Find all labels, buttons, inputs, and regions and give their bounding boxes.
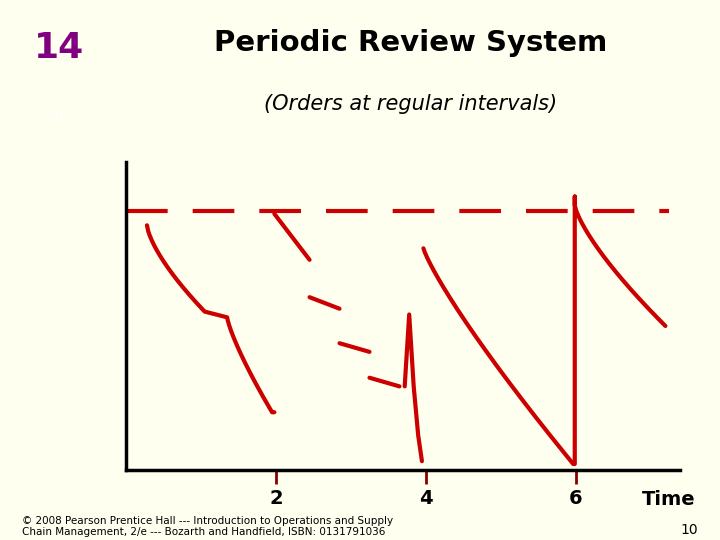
Text: 🦤🦤🦤: 🦤🦤🦤 bbox=[50, 111, 68, 120]
Text: (Orders at regular intervals): (Orders at regular intervals) bbox=[264, 94, 557, 114]
Text: © 2008 Pearson Prentice Hall --- Introduction to Operations and Supply
Chain Man: © 2008 Pearson Prentice Hall --- Introdu… bbox=[22, 516, 392, 537]
Text: Periodic Review System: Periodic Review System bbox=[214, 29, 607, 57]
Text: 10: 10 bbox=[681, 523, 698, 537]
Text: 14: 14 bbox=[35, 31, 84, 65]
Text: Time: Time bbox=[642, 490, 696, 509]
